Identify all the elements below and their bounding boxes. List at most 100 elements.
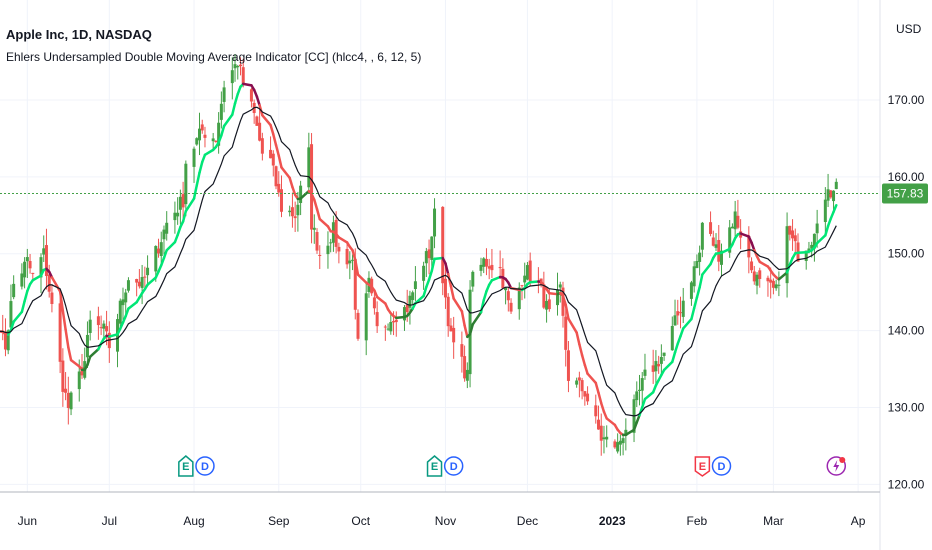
candle[interactable] xyxy=(140,264,144,305)
candle[interactable] xyxy=(146,255,150,286)
candle[interactable] xyxy=(217,112,221,154)
candle[interactable] xyxy=(678,296,682,329)
candle[interactable] xyxy=(681,287,685,324)
candle[interactable] xyxy=(490,248,494,278)
candle[interactable] xyxy=(785,212,789,298)
candle[interactable] xyxy=(23,257,27,289)
candle[interactable] xyxy=(823,187,827,237)
candle[interactable] xyxy=(50,284,54,313)
candle[interactable] xyxy=(659,344,663,376)
candle[interactable] xyxy=(638,374,642,406)
candle[interactable] xyxy=(356,309,360,341)
candle[interactable] xyxy=(137,269,141,289)
candle[interactable] xyxy=(520,284,524,301)
candle[interactable] xyxy=(241,58,245,88)
candle[interactable] xyxy=(719,243,723,277)
candle[interactable] xyxy=(670,316,674,351)
candle[interactable] xyxy=(446,293,450,337)
candle[interactable] xyxy=(28,253,32,274)
candle[interactable] xyxy=(654,350,658,387)
candle[interactable] xyxy=(269,136,273,159)
candle[interactable] xyxy=(198,112,202,156)
candle[interactable] xyxy=(711,230,715,247)
candle[interactable] xyxy=(750,257,754,274)
candle[interactable] xyxy=(126,277,130,293)
candle[interactable] xyxy=(728,219,732,258)
candle[interactable] xyxy=(165,211,169,241)
candle[interactable] xyxy=(755,272,759,295)
candle[interactable] xyxy=(700,221,704,258)
candle[interactable] xyxy=(575,377,579,388)
dividend-icon[interactable]: D xyxy=(711,456,732,476)
candle[interactable] xyxy=(88,310,92,341)
candle[interactable] xyxy=(766,275,770,297)
candle[interactable] xyxy=(203,126,207,148)
candle[interactable] xyxy=(676,299,680,325)
candle[interactable] xyxy=(564,308,568,367)
candle[interactable] xyxy=(64,372,68,401)
candle[interactable] xyxy=(69,391,73,416)
candle[interactable] xyxy=(826,173,830,208)
candle[interactable] xyxy=(586,386,590,405)
candle[interactable] xyxy=(375,301,379,333)
dividend-icon[interactable]: D xyxy=(443,456,464,476)
candle[interactable] xyxy=(135,278,139,297)
earnings-icon[interactable]: E xyxy=(426,455,443,477)
candle[interactable] xyxy=(643,353,647,380)
candle[interactable] xyxy=(443,264,447,309)
candle[interactable] xyxy=(424,247,428,277)
candle[interactable] xyxy=(345,243,349,269)
candle[interactable] xyxy=(233,53,237,82)
candle[interactable] xyxy=(44,228,48,290)
candle[interactable] xyxy=(752,265,756,285)
candle[interactable] xyxy=(583,390,587,406)
candle[interactable] xyxy=(561,281,565,328)
candle[interactable] xyxy=(632,394,636,443)
candle[interactable] xyxy=(255,115,259,126)
candle[interactable] xyxy=(249,87,253,108)
candle[interactable] xyxy=(383,324,387,341)
candle[interactable] xyxy=(566,341,570,393)
candle[interactable] xyxy=(293,201,297,232)
candle[interactable] xyxy=(536,267,540,294)
candle[interactable] xyxy=(258,108,262,142)
candle[interactable] xyxy=(364,282,368,356)
candle[interactable] xyxy=(12,275,16,300)
candle[interactable] xyxy=(162,225,166,255)
candle[interactable] xyxy=(791,219,795,251)
candle[interactable] xyxy=(452,316,456,359)
candle[interactable] xyxy=(709,211,713,237)
candle[interactable] xyxy=(487,258,491,280)
candle[interactable] xyxy=(351,254,355,271)
candle[interactable] xyxy=(102,320,106,339)
candle[interactable] xyxy=(717,225,721,272)
candle[interactable] xyxy=(66,376,70,425)
candle[interactable] xyxy=(279,175,283,218)
candle[interactable] xyxy=(61,348,65,407)
candle[interactable] xyxy=(315,228,319,254)
candle[interactable] xyxy=(692,261,696,293)
candle[interactable] xyxy=(9,284,13,331)
candle[interactable] xyxy=(116,313,120,368)
candle[interactable] xyxy=(736,199,740,230)
candle[interactable] xyxy=(427,239,431,275)
candle[interactable] xyxy=(173,201,177,234)
candle[interactable] xyxy=(181,181,185,223)
candle[interactable] xyxy=(597,405,601,430)
candle[interactable] xyxy=(673,299,677,326)
candle[interactable] xyxy=(326,231,330,269)
candle[interactable] xyxy=(479,257,483,277)
candle[interactable] xyxy=(730,223,734,229)
candle[interactable] xyxy=(219,91,223,129)
candle[interactable] xyxy=(804,250,808,270)
candle[interactable] xyxy=(310,133,314,244)
candle[interactable] xyxy=(433,198,437,249)
candle[interactable] xyxy=(411,290,415,306)
candle[interactable] xyxy=(159,231,163,267)
candle[interactable] xyxy=(143,266,147,291)
candle[interactable] xyxy=(422,261,426,290)
candle[interactable] xyxy=(157,238,161,258)
candle[interactable] xyxy=(501,258,505,290)
candle[interactable] xyxy=(96,306,100,340)
